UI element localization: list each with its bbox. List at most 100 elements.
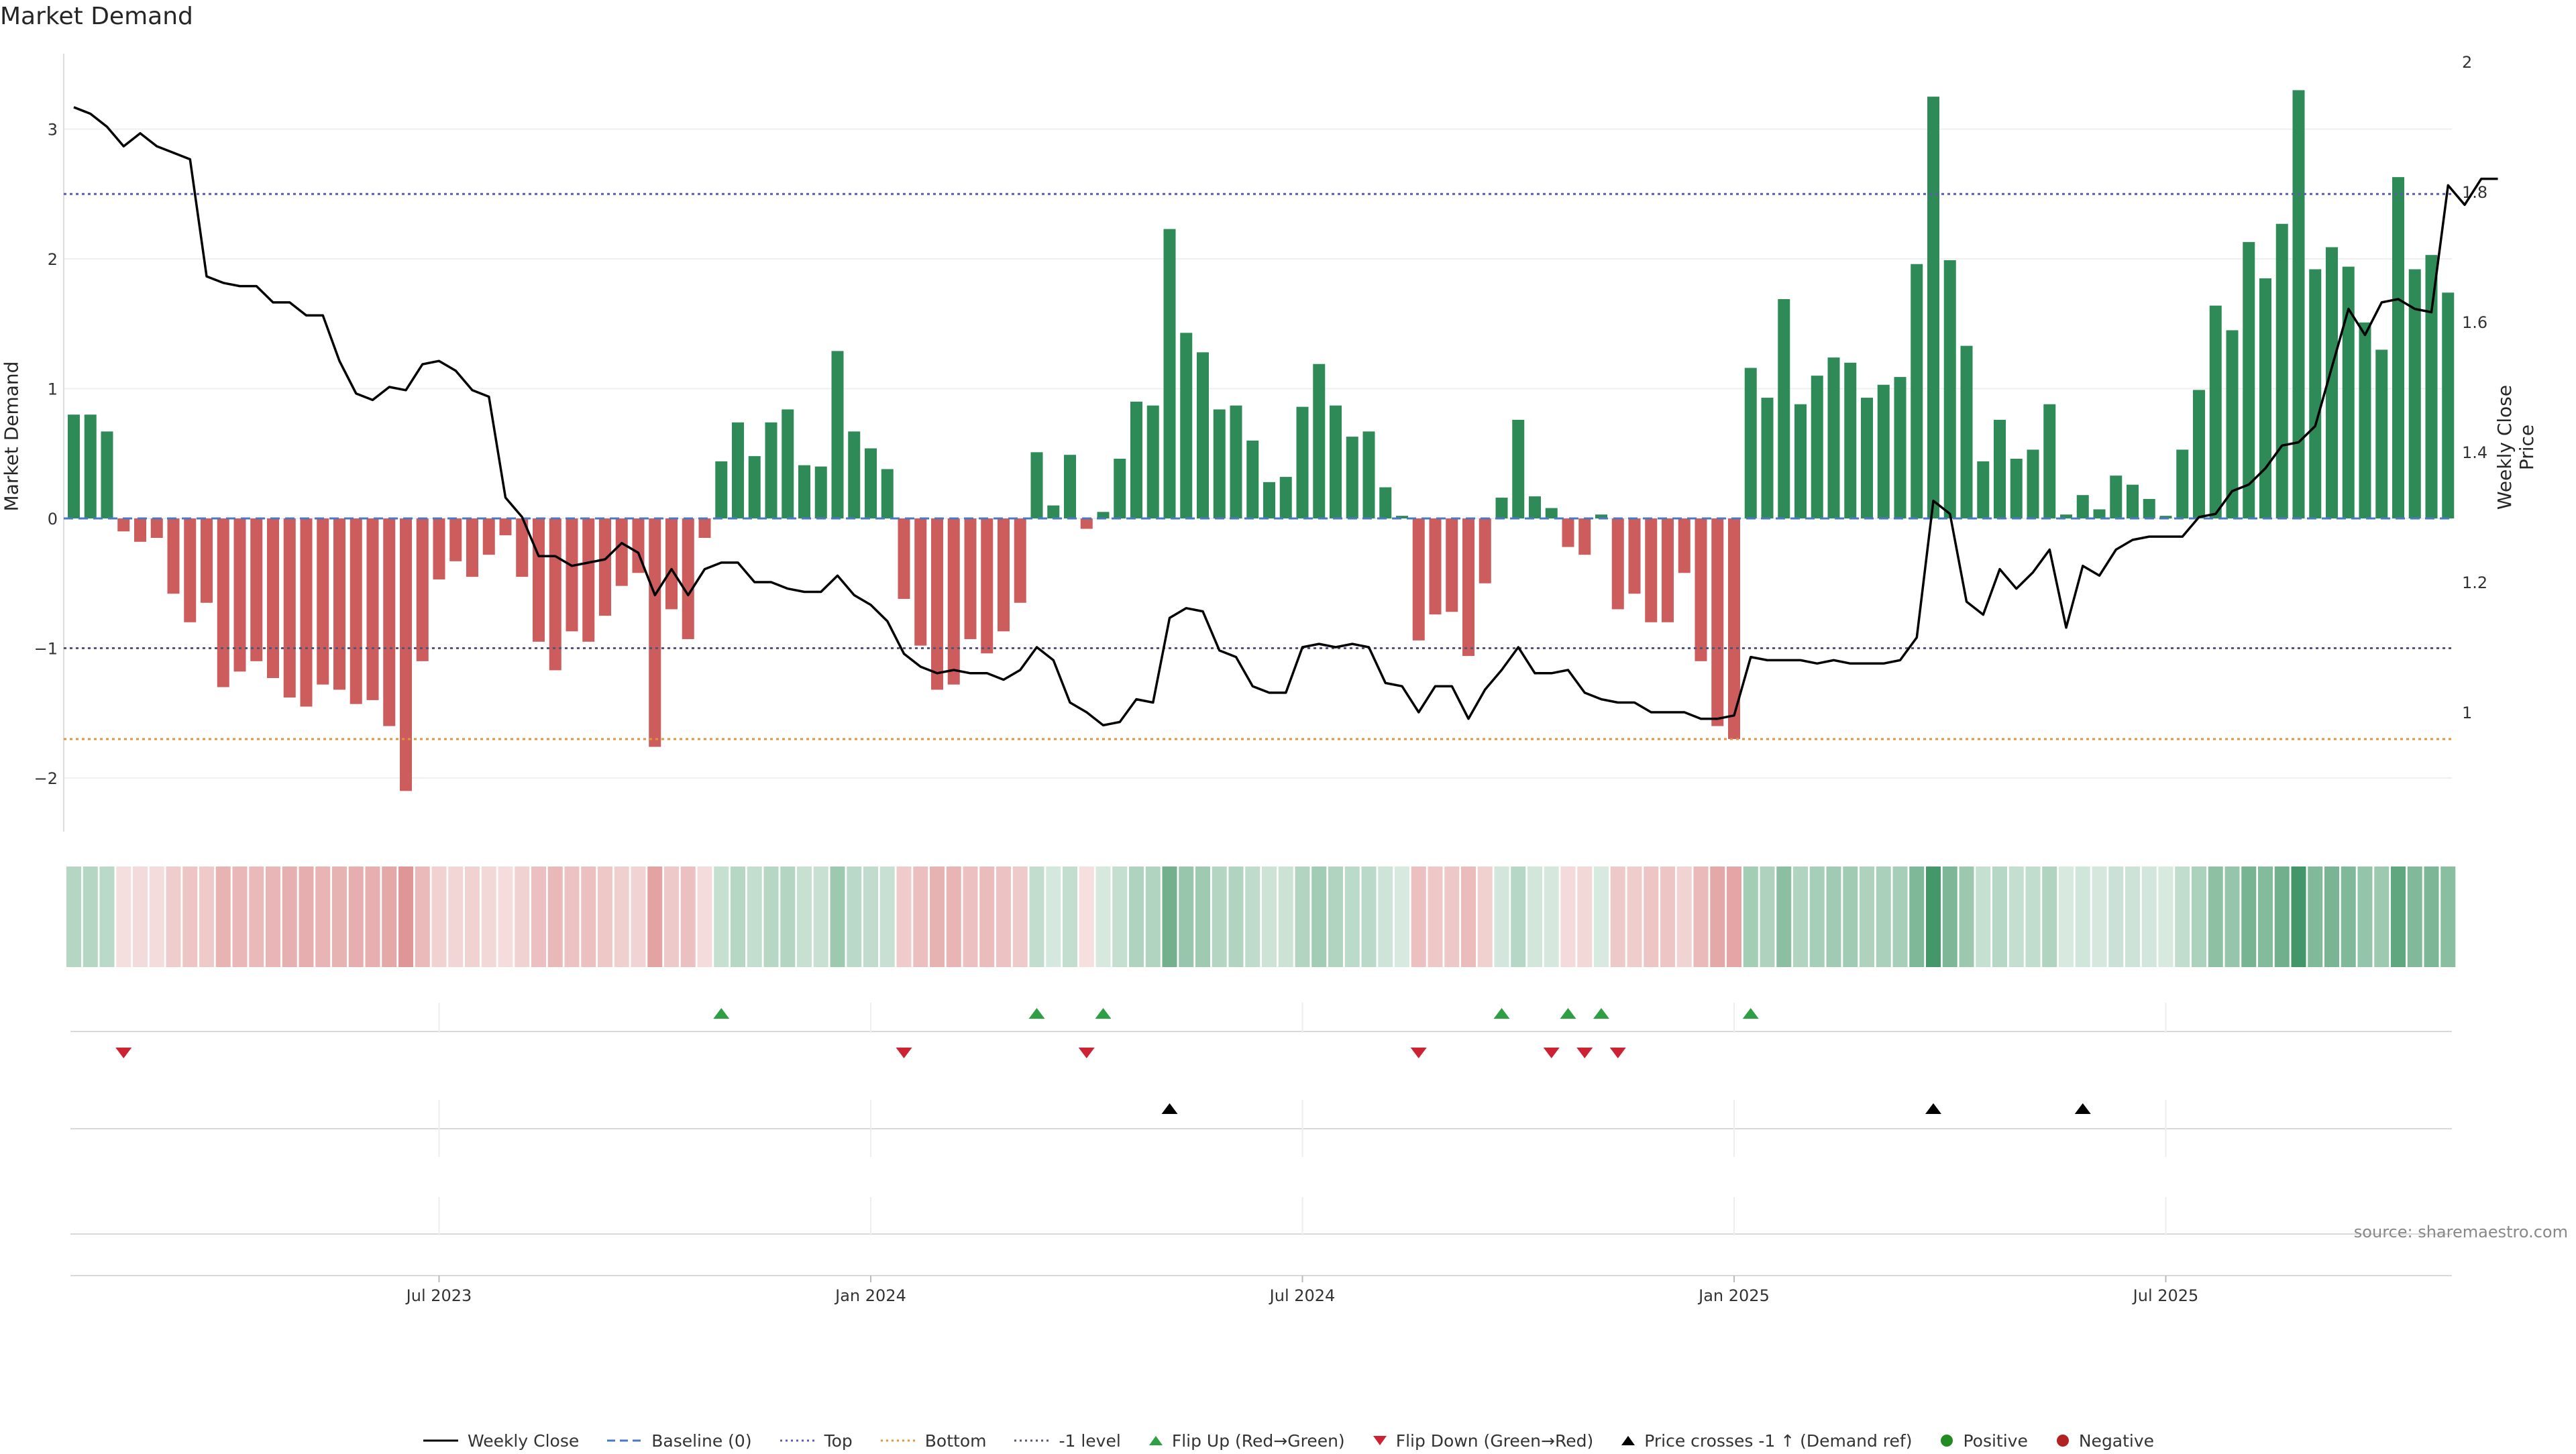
y2-tick-label: 1.4	[2462, 443, 2487, 462]
bar-negative	[201, 518, 213, 603]
bar-positive	[1279, 477, 1292, 518]
legend-label: Top	[824, 1431, 853, 1451]
heat-cell	[1095, 866, 1111, 967]
flip-up-marker	[1593, 1008, 1609, 1019]
heat-cell	[2208, 866, 2223, 967]
price-cross-marker	[1925, 1103, 1941, 1114]
legend-item-flip-up: Flip Up (Red→Green)	[1148, 1431, 1345, 1451]
triangle-up-icon	[1148, 1436, 1163, 1445]
bar-positive	[2359, 322, 2371, 518]
heat-cell	[232, 866, 248, 967]
heat-cell	[182, 866, 198, 967]
bar-positive	[2408, 269, 2421, 518]
bar-positive	[798, 465, 810, 518]
bar-positive	[1097, 512, 1110, 518]
bar-negative	[1446, 518, 1458, 612]
legend-item-weekly-close: Weekly Close	[422, 1431, 579, 1451]
heat-cell	[1676, 866, 1692, 967]
flip-down-marker	[1078, 1048, 1095, 1058]
bar-positive	[2226, 330, 2239, 518]
bar-positive	[1495, 498, 1508, 518]
bar-positive	[2309, 269, 2322, 518]
bar-positive	[2027, 449, 2039, 518]
heat-cell	[581, 866, 596, 967]
flip-up-marker	[1493, 1008, 1510, 1019]
heat-cell	[2125, 866, 2140, 967]
bar-negative	[416, 518, 429, 661]
bar-negative	[366, 518, 379, 700]
bar-positive	[1030, 452, 1043, 518]
bar-negative	[898, 518, 910, 599]
heat-cell	[2357, 866, 2373, 967]
legend-item-top: Top	[779, 1431, 853, 1451]
triangle-down-icon	[1373, 1436, 1387, 1445]
heat-cell	[1527, 866, 1542, 967]
flip-up-marker	[1095, 1008, 1112, 1019]
legend-item-flip-down: Flip Down (Green→Red)	[1372, 1431, 1593, 1451]
bar-positive	[2127, 484, 2139, 518]
heat-cell	[1179, 866, 1194, 967]
bar-negative	[1611, 518, 1624, 610]
bar-positive	[1330, 405, 1342, 518]
heat-cell	[1876, 866, 1891, 967]
x-tick-label: Jan 2025	[1697, 1286, 1770, 1305]
bar-positive	[814, 466, 827, 518]
bar-positive	[2442, 292, 2455, 518]
x-tick-label: Jan 2024	[834, 1286, 906, 1305]
bar-positive	[1994, 419, 2006, 518]
heat-cell	[780, 866, 796, 967]
y2-tick-label: 1	[2462, 704, 2472, 722]
y2-tick-label: 2	[2462, 53, 2472, 72]
bar-positive	[2292, 90, 2305, 518]
heat-cell	[1826, 866, 1841, 967]
heat-cell	[1610, 866, 1625, 967]
bar-negative	[134, 518, 146, 542]
heat-cell	[1079, 866, 1094, 967]
legend-label: Price crosses -1 ↑ (Demand ref)	[1644, 1431, 1913, 1451]
source-note: source: sharemaestro.com	[2353, 1223, 2568, 1241]
bar-positive	[2193, 390, 2205, 518]
heat-cell	[1843, 866, 1858, 967]
line-dotted-icon	[880, 1439, 916, 1442]
heat-cell	[2258, 866, 2273, 967]
bar-negative	[615, 518, 628, 586]
bar-positive	[1927, 97, 1939, 518]
y2-tick-label: 1.8	[2462, 183, 2487, 202]
heat-cell	[680, 866, 696, 967]
bar-positive	[1943, 260, 1956, 518]
bar-positive	[765, 422, 777, 518]
bar-positive	[1163, 229, 1176, 518]
heat-cell	[797, 866, 812, 967]
bar-positive	[1047, 505, 1060, 518]
legend-label: Positive	[1963, 1431, 2028, 1451]
bar-positive	[1313, 364, 1326, 518]
heat-cell	[714, 866, 729, 967]
flip-up-marker	[1560, 1008, 1576, 1019]
bar-positive	[2425, 255, 2438, 518]
flip-down-marker	[1410, 1048, 1427, 1058]
bar-positive	[2076, 495, 2089, 518]
heat-cell	[747, 866, 762, 967]
bar-negative	[267, 518, 279, 679]
bar-negative	[466, 518, 478, 577]
heat-cell	[2042, 866, 2057, 967]
chart-legend: Weekly Close Baseline (0) Top Bottom -1 …	[0, 1427, 2576, 1454]
bar-negative	[150, 518, 163, 539]
heat-cell	[1926, 866, 1941, 967]
bar-positive	[1877, 384, 1890, 518]
bar-positive	[1114, 458, 1126, 518]
heat-cell	[1511, 866, 1526, 967]
bar-positive	[2110, 476, 2123, 518]
heat-cell	[1046, 866, 1061, 967]
heat-cell	[83, 866, 98, 967]
heat-cell	[614, 866, 629, 967]
bar-negative	[649, 518, 661, 747]
heat-cell	[1942, 866, 1957, 967]
bar-negative	[1645, 518, 1658, 622]
bar-positive	[2392, 177, 2404, 518]
bar-positive	[2342, 266, 2355, 518]
bar-negative	[433, 518, 445, 579]
heat-cell	[863, 866, 878, 967]
bar-negative	[217, 518, 229, 687]
bar-negative	[1695, 518, 1707, 661]
